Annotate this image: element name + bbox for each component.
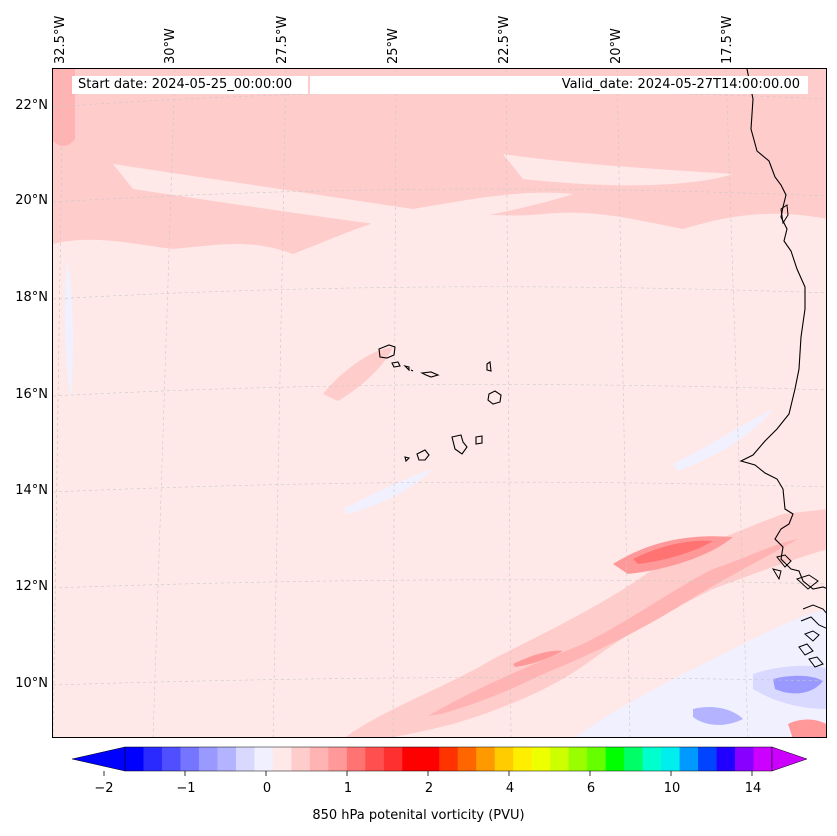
coast-detail-2 — [771, 554, 819, 590]
colorbar-cell — [291, 747, 311, 771]
pv-north-light-streak — [113, 164, 573, 229]
colorbar-cell — [550, 747, 570, 771]
colorbar-cell — [735, 747, 754, 771]
colorbar-cell — [254, 747, 274, 771]
cb-tick-label-5: 4 — [505, 781, 515, 796]
colorbar-cell — [125, 747, 144, 771]
lat-label-18n: 18°N — [15, 290, 48, 305]
cb-tick-label-6: 6 — [586, 781, 596, 796]
colorbar-cell — [402, 747, 422, 771]
colorbar — [71, 746, 808, 776]
cabo-verde-islands — [378, 344, 502, 463]
colorbar-cells — [124, 746, 773, 772]
colorbar-cell — [180, 747, 200, 771]
cb-tick-label-4: 2 — [424, 781, 434, 796]
pv-blue-streak-east — [673, 409, 773, 471]
colorbar-cell — [679, 747, 699, 771]
pv-main-band — [345, 509, 826, 737]
pv-north-band — [53, 69, 826, 254]
coast-detail-1 — [780, 204, 789, 225]
colorbar-cell — [476, 747, 496, 771]
cb-tick-label-1: −1 — [176, 781, 196, 796]
colorbar-cell — [420, 747, 440, 771]
pv-blue-streak-west — [64, 259, 74, 399]
colorbar-cell — [309, 747, 329, 771]
lat-label-12n: 12°N — [15, 579, 48, 594]
coast-detail-4 — [798, 630, 824, 668]
colorbar-label: 850 hPa potenital vorticity (PVU) — [312, 808, 525, 823]
coast-detail-3 — [800, 604, 826, 629]
lon-label-17-5w: 17.5°W — [720, 15, 735, 64]
lon-label-30w: 30°W — [163, 28, 178, 64]
lon-label-25w: 25°W — [386, 28, 401, 64]
cb-tick-label-8: 14 — [744, 781, 762, 796]
colorbar-cell — [642, 747, 662, 771]
colorbar-cell — [346, 747, 366, 771]
colorbar-cell — [198, 747, 218, 771]
colorbar-cell — [235, 747, 255, 771]
cb-tick-label-2: 0 — [262, 781, 272, 796]
colorbar-cell — [457, 747, 477, 771]
colorbar-low-extend — [71, 746, 126, 772]
pv-main-band-max — [633, 540, 713, 564]
pv-band-south-core — [513, 650, 563, 667]
lon-label-27-5w: 27.5°W — [275, 15, 290, 64]
colorbar-cell — [716, 747, 736, 771]
colorbar-cell — [439, 747, 459, 771]
colorbar-cell — [568, 747, 588, 771]
pv-island-streak — [323, 347, 393, 401]
colorbar-cell — [494, 747, 514, 771]
colorbar-cell — [272, 747, 292, 771]
start-date-text: Start date: 2024-05-25_00:00:00 — [78, 77, 293, 92]
lon-label-32-5w: 32.5°W — [53, 15, 68, 64]
map-panel — [52, 68, 827, 738]
colorbar-cell — [605, 747, 625, 771]
map-canvas — [53, 69, 826, 737]
lat-label-14n: 14°N — [15, 483, 48, 498]
cb-tick-label-3: 1 — [343, 781, 353, 796]
pv-southeast-blue-4 — [693, 707, 743, 725]
colorbar-high-extend — [771, 746, 808, 772]
pv-south-pink-strip — [357, 711, 473, 737]
colorbar-cell — [661, 747, 680, 771]
colorbar-cell — [624, 747, 643, 771]
pv-southeast-pink-spot — [788, 719, 826, 737]
colorbar-cell — [698, 747, 717, 771]
valid-date-text: Valid_date: 2024-05-27T14:00:00.00 — [561, 77, 800, 92]
colorbar-cell — [513, 747, 533, 771]
lat-label-20n: 20°N — [15, 193, 48, 208]
west-africa-coastline — [739, 69, 826, 590]
lon-label-20w: 20°W — [609, 28, 624, 64]
pv-main-band-inner — [423, 539, 798, 719]
colorbar-cell — [217, 747, 237, 771]
colorbar-cell — [365, 747, 385, 771]
colorbar-cell — [531, 747, 551, 771]
colorbar-cell — [587, 747, 607, 771]
cb-tick-label-7: 10 — [663, 781, 681, 796]
colorbar-cell — [143, 747, 163, 771]
lat-label-22n: 22°N — [15, 98, 48, 113]
lon-label-22-5w: 22.5°W — [497, 15, 512, 64]
lat-label-10n: 10°N — [15, 676, 48, 691]
colorbar-cell — [383, 747, 403, 771]
colorbar-cell — [161, 747, 181, 771]
cb-tick-label-0: −2 — [94, 781, 114, 796]
colorbar-tick-marks — [103, 771, 753, 776]
start-date-box: Start date: 2024-05-25_00:00:00 — [72, 76, 308, 94]
lat-label-16n: 16°N — [15, 387, 48, 402]
valid-date-box: Valid_date: 2024-05-27T14:00:00.00 — [310, 76, 808, 94]
pv-southeast-blue — [575, 609, 826, 737]
colorbar-cell — [753, 747, 773, 771]
pv-north-darker-patch — [53, 69, 75, 146]
pv-north-light-streak-2 — [503, 154, 733, 186]
colorbar-cell — [328, 747, 348, 771]
pv-blue-streak-mid — [343, 469, 433, 514]
